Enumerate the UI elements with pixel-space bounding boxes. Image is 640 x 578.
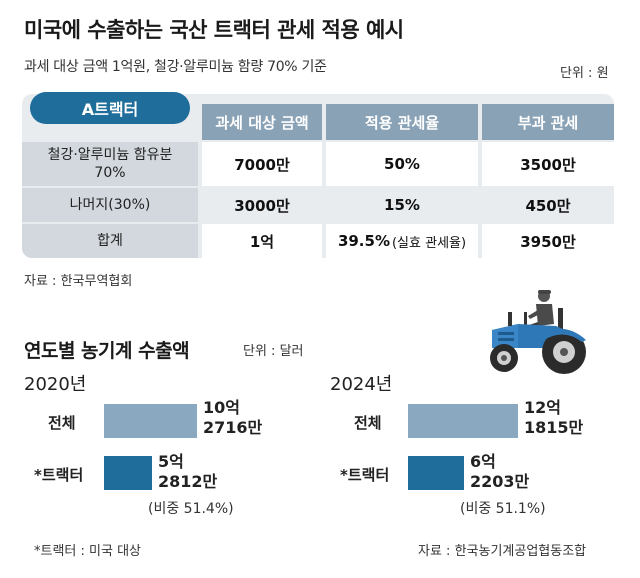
- panel-2024-value-tractor-line2: 2203만: [470, 472, 530, 491]
- panel-2020-value-tractor: 5억 2812만: [158, 452, 217, 492]
- cell-rate-steel: 50%: [326, 142, 478, 186]
- cell-rate-total-value: 39.5%: [337, 232, 390, 250]
- table-source: 자료 : 한국무역협회: [24, 274, 133, 289]
- panel-2020-bar-tractor: [104, 456, 152, 490]
- panel-2020-category-total: 전체: [48, 414, 76, 432]
- panel-2020-category-tractor: *트랙터: [34, 466, 84, 484]
- chart-unit: 단위 : 달러: [243, 344, 304, 359]
- cell-tariff-rest: 450만: [482, 188, 614, 222]
- panel-2024-value-tractor-line1: 6억: [470, 452, 496, 471]
- chart-title: 연도별 농기계 수출액: [24, 340, 190, 362]
- panel-2020-year: 2020년: [24, 374, 87, 395]
- row-label-steel-line1: 철강·알루미늄 함유분: [47, 147, 173, 163]
- panel-2024-category-total: 전체: [354, 414, 382, 432]
- panel-2024-bar-total: [408, 404, 518, 438]
- chart-footnote: *트랙터 : 미국 대상: [34, 544, 141, 559]
- panel-2024-share: (비중 51.1%): [460, 501, 546, 517]
- row-label-total: 합계: [22, 224, 198, 258]
- page-title: 미국에 수출하는 국산 트랙터 관세 적용 예시: [24, 18, 404, 42]
- cell-rate-rest: 15%: [326, 188, 478, 222]
- cell-amount-total: 1억: [202, 224, 322, 258]
- cell-rate-total-note: (실효 관세율): [391, 235, 467, 251]
- panel-2020-bar-total: [104, 404, 197, 438]
- page-subtitle: 과세 대상 금액 1억원, 철강·알루미늄 함량 70% 기준: [24, 59, 327, 75]
- tractor-icon: [490, 290, 586, 374]
- chart-source: 자료 : 한국농기계공업협동조합: [418, 544, 587, 559]
- panel-2024-year: 2024년: [330, 374, 393, 395]
- row-label-steel-line2: 70%: [94, 165, 126, 181]
- panel-2020-share: (비중 51.4%): [148, 501, 234, 517]
- panel-2020-value-total-line1: 10억: [203, 398, 240, 417]
- row-label-rest: 나머지(30%): [22, 188, 198, 222]
- panel-2024-category-tractor: *트랙터: [340, 466, 390, 484]
- row-label-steel: 철강·알루미늄 함유분 70%: [22, 142, 198, 186]
- table-unit: 단위 : 원: [560, 66, 609, 81]
- panel-2020-value-total: 10억 2716만: [203, 398, 262, 438]
- cell-rate-total: 39.5% (실효 관세율): [326, 224, 478, 258]
- cell-tariff-steel: 3500만: [482, 142, 614, 186]
- column-header-amount: 과세 대상 금액: [202, 104, 322, 140]
- column-header-tariff: 부과 관세: [482, 104, 614, 140]
- panel-2024-bar-tractor: [408, 456, 464, 490]
- cell-amount-steel: 7000만: [202, 142, 322, 186]
- cell-tariff-total: 3950만: [482, 224, 614, 258]
- column-header-rate: 적용 관세율: [326, 104, 478, 140]
- panel-2024-value-total: 12억 1815만: [524, 398, 583, 438]
- panel-2024-value-total-line1: 12억: [524, 398, 561, 417]
- cell-amount-rest: 3000만: [202, 188, 322, 222]
- panel-2020-value-total-line2: 2716만: [203, 418, 263, 437]
- panel-2020-value-tractor-line1: 5억: [158, 452, 184, 471]
- product-badge: A트랙터: [30, 92, 190, 124]
- panel-2024-value-total-line2: 1815만: [524, 418, 584, 437]
- panel-2020-value-tractor-line2: 2812만: [158, 472, 218, 491]
- panel-2024-value-tractor: 6억 2203만: [470, 452, 529, 492]
